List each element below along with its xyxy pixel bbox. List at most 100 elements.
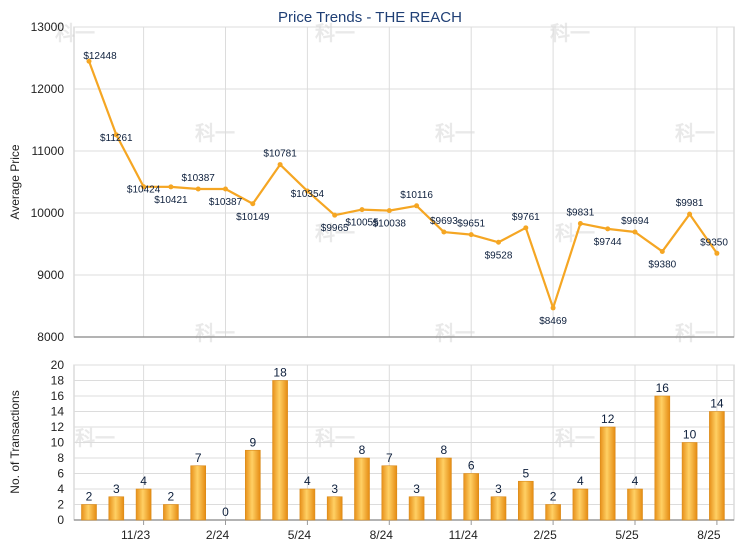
transactions-bar [326,496,343,521]
price-gridlines [74,26,734,338]
price-data-point [277,162,283,168]
transactions-y-tick-label: 12 [51,420,65,434]
x-tick-label: 11/24 [449,528,478,542]
transactions-bar-label: 10 [683,428,697,442]
price-series [86,58,720,311]
transactions-bar-label: 4 [304,474,311,488]
price-point-label: $9380 [648,259,676,270]
transactions-bar-label: 9 [249,435,256,449]
transactions-bar [135,488,152,521]
price-point-label: $10055 [345,218,379,229]
price-data-point [714,250,720,256]
price-data-point [605,226,611,232]
price-data-point [468,232,474,238]
price-point-label: $10116 [400,190,433,201]
x-tick-label: 11/23 [121,528,150,542]
transactions-bar-label: 18 [273,366,287,380]
price-point-label: $9761 [512,212,540,223]
price-point-label: $9528 [485,250,513,261]
price-point-label: $10354 [291,189,325,200]
transactions-bar [599,426,616,521]
price-data-point [359,207,365,213]
transactions-bar-label: 8 [441,443,448,457]
transactions-bar [408,496,425,521]
transactions-bar [572,488,589,521]
price-point-label: $9744 [594,237,622,248]
price-y-ticks: 8000 9000 10000 11000 12000 13000 [31,20,65,344]
transactions-y-tick-label: 6 [57,467,64,481]
watermark-mark: 科一 [675,121,715,145]
price-data-point [496,239,501,245]
watermark-mark: 科一 [315,221,355,245]
transactions-bar-label: 4 [140,474,147,488]
transactions-bar-label: 16 [656,381,670,395]
watermark-mark: 科一 [315,426,355,450]
price-y-axis-title: Average Price [8,144,22,219]
transactions-bar [517,480,534,521]
transactions-bar [163,504,179,521]
transactions-bar [190,465,206,521]
price-data-point [223,186,228,192]
transactions-bar-label: 4 [577,474,584,488]
transactions-bar [681,442,698,521]
price-y-tick-label: 10000 [31,206,65,220]
watermark-mark: 科一 [435,321,475,345]
price-data-point [195,186,201,192]
price-point-label: $10038 [373,219,407,230]
price-data-point [250,201,256,207]
price-data-point [523,225,529,231]
transactions-y-tick-label: 20 [51,358,65,372]
transactions-bar [81,504,97,521]
transactions-bar-label: 3 [331,482,338,496]
transactions-bar [463,473,480,521]
watermark-mark: 科一 [675,321,715,345]
watermark-mark: 科一 [550,21,590,45]
price-series-line [87,60,718,310]
price-point-label: $10387 [182,173,216,184]
transactions-bar-label: 3 [495,482,502,496]
chart-title: Price Trends - THE REACH [278,9,462,26]
price-point-label: $12448 [83,51,117,62]
transactions-bar [381,465,398,521]
transactions-y-tick-label: 0 [57,513,64,527]
price-point-label: $9350 [700,237,728,248]
transactions-bar [245,449,261,521]
x-tick-label: 2/25 [533,528,557,542]
price-data-point [168,184,174,190]
x-tick-label: 5/25 [615,528,639,542]
transactions-bar-label: 0 [222,505,229,519]
transactions-bar [490,496,507,521]
price-y-tick-label: 11000 [32,144,65,158]
transactions-bar-label: 2 [86,490,93,504]
transactions-bar [108,496,125,521]
x-tick-label: 8/25 [697,528,721,542]
price-point-label: $10424 [127,185,161,196]
watermark-mark: 科一 [315,21,355,45]
price-point-label: $9694 [621,216,649,227]
x-tick-label: 2/24 [206,528,230,542]
transactions-bar-label: 2 [168,490,175,504]
transactions-y-tick-label: 2 [57,498,64,512]
transactions-bar [545,504,561,521]
price-point-label: $8469 [539,316,567,327]
transactions-y-tick-label: 16 [51,389,65,403]
price-data-point [550,305,556,311]
transactions-bar [272,380,288,521]
price-line-chart: 8000 9000 10000 11000 12000 13000 Average Pri… [8,20,735,344]
price-data-point [141,184,147,190]
price-y-tick-label: 9000 [37,268,64,282]
transactions-bar-label: 8 [359,443,366,457]
x-axis-ticks: 11/23 2/24 5/24 8/24 11/24 2/25 5/25 8/25 [121,520,721,542]
transactions-y-tick-label: 14 [51,405,65,419]
x-tick-label: 8/24 [370,528,394,542]
watermark-mark: 科一 [435,121,475,145]
price-data-point [577,220,583,226]
price-data-point [632,229,638,235]
transactions-bar-label: 5 [522,466,529,480]
price-y-tick-label: 8000 [37,330,64,344]
transactions-bar-label: 2 [550,490,557,504]
